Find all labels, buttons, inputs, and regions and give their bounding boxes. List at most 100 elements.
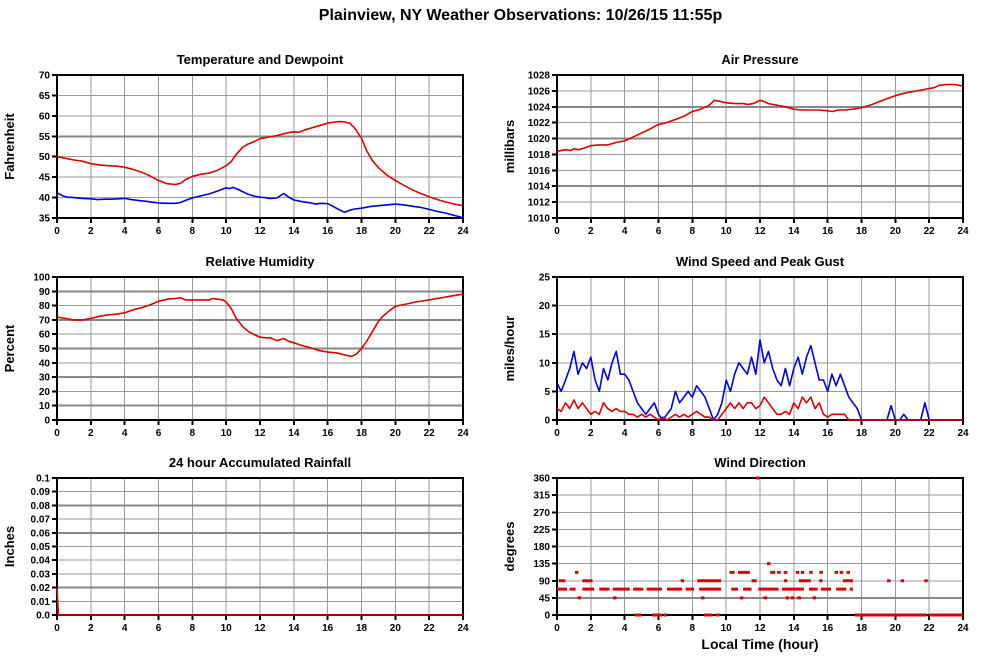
y-tick-label: 10 xyxy=(539,358,551,369)
x-tick-label: 12 xyxy=(754,428,766,439)
y-tick-label: 20 xyxy=(39,387,51,398)
chart-title: Wind Direction xyxy=(714,455,806,470)
x-tick-label: 22 xyxy=(924,428,936,439)
x-tick-label: 20 xyxy=(890,428,902,439)
series-direction-point xyxy=(887,579,891,583)
x-tick-label: 22 xyxy=(424,623,436,634)
y-tick-label: 0.04 xyxy=(31,556,51,567)
y-tick-label: 1028 xyxy=(528,71,551,82)
x-tick-label: 18 xyxy=(356,623,368,634)
x-tick-label: 14 xyxy=(788,428,800,439)
x-tick-label: 24 xyxy=(957,226,969,237)
x-tick-label: 2 xyxy=(88,623,94,634)
series-direction-point xyxy=(577,596,581,600)
series-direction-point xyxy=(812,596,817,600)
series-direction-point xyxy=(700,596,705,600)
series-direction-point xyxy=(800,570,805,574)
chart-wind-speed-gust: 0 2 4 6 8 10 12 14 16 18 20 22 24 0 5 10 15 20 25 Wind Spee… xyxy=(500,250,999,457)
y-axis-unit-label: Fahrenheit xyxy=(2,113,17,180)
y-tick-label: 0.01 xyxy=(31,597,51,608)
series-direction-point xyxy=(839,570,844,574)
x-tick-label: 20 xyxy=(390,428,402,439)
x-tick-label: 18 xyxy=(856,226,868,237)
x-tick-label: 22 xyxy=(924,623,936,634)
series-direction-point xyxy=(846,570,850,574)
series-wind-speed xyxy=(556,396,963,421)
y-tick-label: 70 xyxy=(39,71,51,82)
x-tick-label: 10 xyxy=(221,623,233,634)
y-tick-label: 90 xyxy=(39,287,51,298)
temperature-dewpoint-plot: 0 2 4 6 8 10 12 14 16 18 20 22 243540455055606570Tem… xyxy=(2,52,469,237)
x-tick-label: 6 xyxy=(156,623,162,634)
x-tick-label: 0 xyxy=(554,226,560,237)
chart-relative-humidity: 0 2 4 6 8 10 12 14 16 18 20 22 24 0 10 20 30 40 50 60 70 80 90… xyxy=(0,250,500,457)
x-tick-label: 18 xyxy=(356,428,368,439)
y-tick-label: 0.1 xyxy=(36,474,50,485)
x-tick-label: 10 xyxy=(221,226,233,237)
series-direction-point xyxy=(766,562,771,566)
x-tick-label: 6 xyxy=(156,226,162,237)
x-tick-label: 2 xyxy=(88,226,94,237)
y-tick-label: 0.08 xyxy=(31,501,51,512)
x-tick-label: 22 xyxy=(424,428,436,439)
y-tick-label: 50 xyxy=(39,344,51,355)
x-tick-label: 6 xyxy=(656,428,662,439)
series-direction-point xyxy=(797,596,801,600)
series-direction-point xyxy=(783,579,788,583)
series-direction-point xyxy=(574,570,579,574)
y-tick-label: 40 xyxy=(39,358,51,369)
x-tick-label: 20 xyxy=(390,226,402,237)
x-tick-label: 14 xyxy=(288,226,300,237)
y-tick-label: 1026 xyxy=(528,86,551,97)
y-tick-label: 0.05 xyxy=(31,542,51,553)
x-tick-label: 16 xyxy=(322,428,334,439)
x-tick-label: 20 xyxy=(390,623,402,634)
y-tick-label: 1014 xyxy=(528,182,551,193)
x-tick-label: 2 xyxy=(588,226,594,237)
x-tick-label: 0 xyxy=(54,623,60,634)
x-tick-label: 6 xyxy=(656,226,662,237)
x-tick-label: 12 xyxy=(754,623,766,634)
y-tick-label: 1022 xyxy=(528,118,551,129)
y-tick-label: 50 xyxy=(39,152,51,163)
x-tick-label: 18 xyxy=(856,623,868,634)
series-direction-point xyxy=(663,613,668,617)
x-tick-label: 14 xyxy=(288,623,300,634)
y-tick-label: 270 xyxy=(533,508,550,519)
series-direction-point xyxy=(819,570,823,574)
x-tick-label: 2 xyxy=(588,623,594,634)
series-direction-point xyxy=(795,570,800,574)
x-tick-label: 24 xyxy=(957,428,969,439)
x-tick-label: 24 xyxy=(457,428,469,439)
y-axis-unit-label: millibars xyxy=(502,120,517,173)
y-tick-label: 25 xyxy=(539,273,551,284)
series-direction-point xyxy=(924,579,928,583)
x-tick-label: 0 xyxy=(554,428,560,439)
y-tick-label: 1024 xyxy=(528,102,551,113)
chart-wind-direction: 0 2 4 6 8 10 12 14 16 18 20 22 24 0 45 90 135 180 225 270 31… xyxy=(500,451,999,664)
y-tick-label: 315 xyxy=(533,491,550,502)
y-tick-label: 10 xyxy=(39,401,51,412)
series-pressure xyxy=(556,83,964,153)
series-direction-point xyxy=(613,596,617,600)
x-tick-label: 4 xyxy=(122,623,128,634)
x-tick-label: 20 xyxy=(890,623,902,634)
x-tick-label: 24 xyxy=(957,623,969,634)
chart-title: 24 hour Accumulated Rainfall xyxy=(169,455,351,470)
y-tick-label: 45 xyxy=(39,173,51,184)
x-tick-label: 16 xyxy=(322,226,334,237)
series-direction-point xyxy=(900,579,905,583)
x-tick-label: 4 xyxy=(622,428,628,439)
x-tick-label: 8 xyxy=(190,428,196,439)
series-direction-point xyxy=(739,596,744,600)
y-tick-label: 0.02 xyxy=(31,583,51,594)
x-tick-label: 14 xyxy=(288,428,300,439)
chart-title: Wind Speed and Peak Gust xyxy=(676,254,845,269)
x-tick-label: 16 xyxy=(822,428,834,439)
chart-air-pressure: 0 2 4 6 8 10 12 14 16 18 20 22 24 1010 1012 1014 1016 101… xyxy=(500,48,999,255)
series-direction-point xyxy=(790,596,795,600)
series-direction-point xyxy=(680,579,685,583)
x-tick-label: 10 xyxy=(721,226,733,237)
y-tick-label: 15 xyxy=(539,330,551,341)
